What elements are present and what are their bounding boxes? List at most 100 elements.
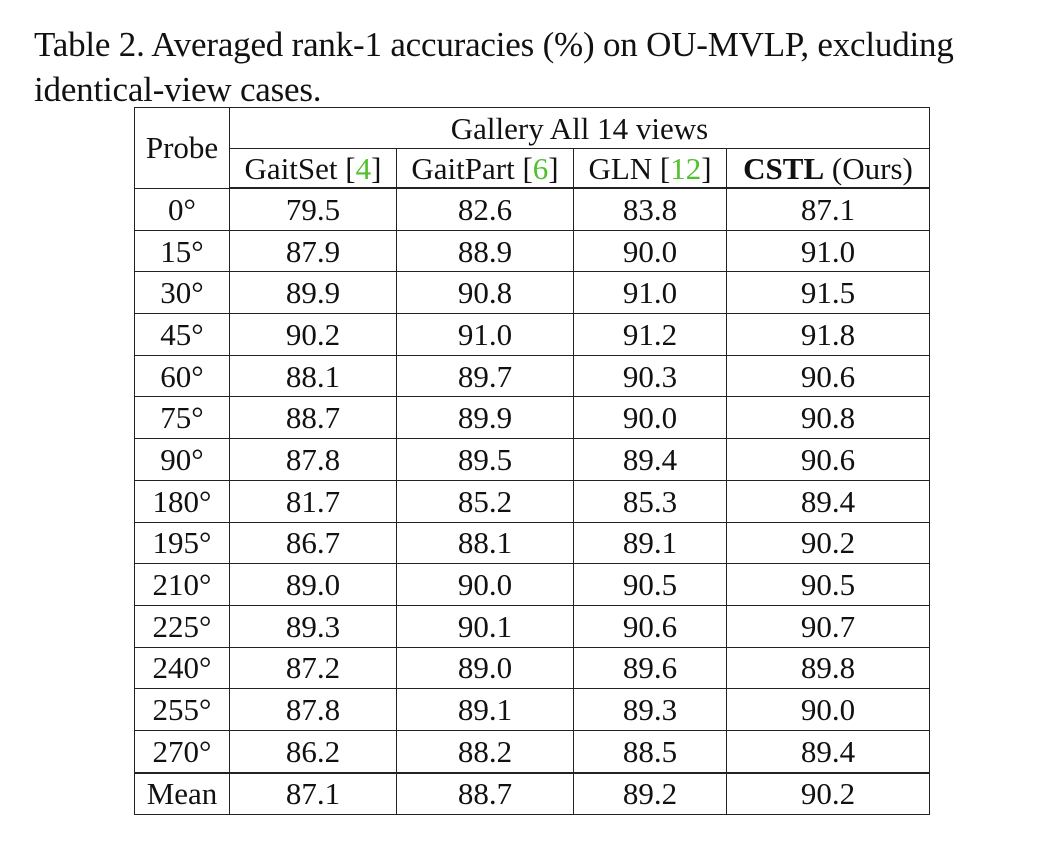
value-cell: 87.9	[229, 229, 397, 273]
value-cell-best: 89.4	[726, 729, 930, 774]
value-cell: 81.7	[229, 479, 397, 523]
probe-cell: 45°	[134, 313, 230, 356]
value-cell: 89.3	[573, 688, 727, 731]
probe-cell: 75°	[134, 396, 230, 440]
probe-cell: 255°	[134, 688, 230, 731]
probe-cell: 0°	[134, 187, 230, 231]
value-cell-best: 90.6	[726, 438, 930, 481]
probe-cell: 240°	[134, 646, 230, 690]
method-header-gaitset: GaitSet [4]	[229, 148, 397, 189]
value-cell: 90.5	[573, 563, 727, 606]
value-cell: 87.2	[229, 646, 397, 690]
probe-cell: 180°	[134, 479, 230, 523]
value-cell: 88.1	[396, 521, 574, 565]
value-cell: 90.0	[573, 396, 727, 440]
table-row: 225° 89.3 90.1 90.6 90.7	[134, 604, 930, 648]
value-cell-best: 90.2	[726, 771, 930, 816]
method-name: GLN	[588, 150, 653, 186]
table-row: 255° 87.8 89.1 89.3 90.0	[134, 688, 930, 731]
table-row: 270° 86.2 88.2 88.5 89.4	[134, 729, 930, 774]
header-row-methods: GaitSet [4] GaitPart [6] GLN [12] CSTL (…	[135, 148, 930, 189]
method-name: GaitPart	[411, 150, 515, 186]
value-cell-best: 91.5	[726, 271, 930, 315]
value-cell: 88.2	[396, 729, 574, 774]
method-header-gaitpart: GaitPart [6]	[396, 148, 574, 189]
value-cell: 88.1	[229, 354, 397, 398]
value-cell: 89.3	[229, 604, 397, 648]
citation-link[interactable]: 6	[532, 150, 549, 186]
value-cell: 85.3	[573, 479, 727, 523]
probe-cell: 90°	[134, 438, 230, 481]
probe-cell: 195°	[134, 521, 230, 565]
table-row: 75° 88.7 89.9 90.0 90.8	[134, 396, 930, 440]
value-cell: 86.7	[229, 521, 397, 565]
table-row: 0° 79.5 82.6 83.8 87.1	[134, 187, 930, 231]
probe-cell: 60°	[134, 354, 230, 398]
value-cell: 87.1	[229, 771, 397, 816]
value-cell: 87.8	[229, 438, 397, 481]
method-name: GaitSet	[244, 150, 338, 186]
value-cell: 90.8	[396, 271, 574, 315]
value-cell-best: 90.7	[726, 604, 930, 648]
header-row-gallery: Probe Gallery All 14 views	[134, 107, 930, 189]
value-cell: 90.2	[229, 313, 397, 356]
value-cell: 89.1	[396, 688, 574, 731]
value-cell: 91.2	[573, 313, 727, 356]
value-cell: 90.1	[396, 604, 574, 648]
table-body: 0° 79.5 82.6 83.8 87.1 15° 87.9 88.9 90.0 91.0 30°…	[134, 187, 930, 816]
table-row: 90° 87.8 89.5 89.4 90.6	[134, 438, 930, 481]
value-cell: 82.6	[396, 187, 574, 231]
probe-cell: 270°	[134, 729, 230, 774]
value-cell-best: 89.8	[726, 646, 930, 690]
value-cell: 90.0	[396, 563, 574, 606]
value-cell-best: 90.5	[726, 563, 930, 606]
probe-cell: 15°	[134, 229, 230, 273]
method-name: CSTL	[743, 150, 825, 186]
value-cell-best: 89.4	[726, 479, 930, 523]
table-row: 210° 89.0 90.0 90.5 90.5	[134, 563, 930, 606]
value-cell: 90.6	[573, 604, 727, 648]
table-row: 30° 89.9 90.8 91.0 91.5	[134, 271, 930, 315]
value-cell: 91.0	[396, 313, 574, 356]
value-cell: 89.5	[396, 438, 574, 481]
probe-cell: 225°	[134, 604, 230, 648]
table-row: 195° 86.7 88.1 89.1 90.2	[134, 521, 930, 565]
results-table: Probe Gallery All 14 views GaitSet [4] G…	[134, 107, 930, 816]
value-cell-best: 90.8	[726, 396, 930, 440]
value-cell: 89.1	[573, 521, 727, 565]
value-cell-best: 91.8	[726, 313, 930, 356]
value-cell: 88.9	[396, 229, 574, 273]
table-row: 240° 87.2 89.0 89.6 89.8	[134, 646, 930, 690]
value-cell-best: 91.0	[726, 229, 930, 273]
probe-header: Probe	[134, 107, 230, 189]
table-caption: Table 2. Averaged rank-1 accuracies (%) …	[34, 22, 1054, 112]
value-cell: 89.9	[229, 271, 397, 315]
citation-link[interactable]: 4	[355, 150, 372, 186]
value-cell: 79.5	[229, 187, 397, 231]
value-cell: 83.8	[573, 187, 727, 231]
table-row: 60° 88.1 89.7 90.3 90.6	[134, 354, 930, 398]
value-cell: 85.2	[396, 479, 574, 523]
value-cell: 89.6	[573, 646, 727, 690]
value-cell: 90.3	[573, 354, 727, 398]
value-cell-best: 90.2	[726, 521, 930, 565]
value-cell-best: 90.6	[726, 354, 930, 398]
gallery-header: Gallery All 14 views	[229, 107, 930, 149]
method-header-gln: GLN [12]	[573, 148, 727, 189]
value-cell: 90.0	[573, 229, 727, 273]
value-cell: 88.5	[573, 729, 727, 774]
value-cell: 89.2	[573, 771, 727, 816]
value-cell: 89.0	[229, 563, 397, 606]
value-cell: 89.4	[573, 438, 727, 481]
value-cell: 89.9	[396, 396, 574, 440]
probe-cell: 210°	[134, 563, 230, 606]
table-row: 15° 87.9 88.9 90.0 91.0	[134, 229, 930, 273]
method-header-cstl: CSTL (Ours)	[726, 148, 930, 189]
value-cell: 88.7	[396, 771, 574, 816]
value-cell: 91.0	[573, 271, 727, 315]
value-cell: 88.7	[229, 396, 397, 440]
caption-line-2: identical-view cases.	[34, 70, 322, 109]
table-row: 180° 81.7 85.2 85.3 89.4	[134, 479, 930, 523]
value-cell: 89.0	[396, 646, 574, 690]
citation-link[interactable]: 12	[670, 150, 702, 186]
